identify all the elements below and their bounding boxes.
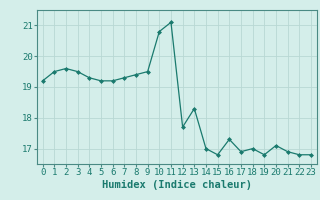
X-axis label: Humidex (Indice chaleur): Humidex (Indice chaleur) [102,180,252,190]
